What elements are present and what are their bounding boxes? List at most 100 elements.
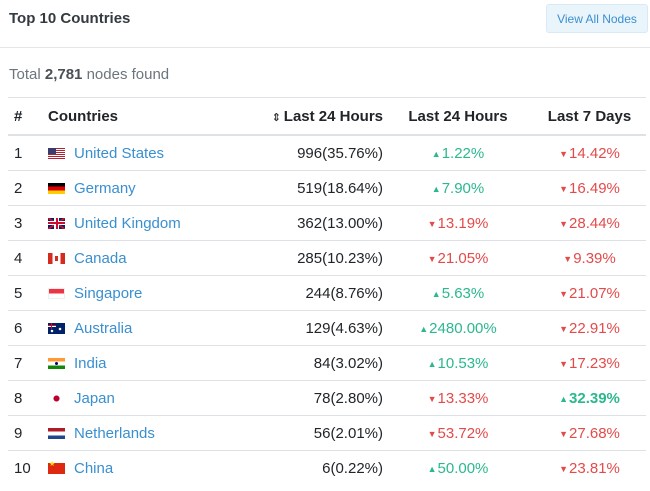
country-link[interactable]: United States (74, 144, 165, 162)
flag-jp-icon (48, 392, 65, 404)
change-7d-value: 27.68% (569, 424, 620, 442)
table-row: 10China6(0.22%)▲50.00%▼23.81% (8, 451, 646, 486)
country-link[interactable]: Germany (74, 179, 136, 197)
country-link[interactable]: Japan (74, 389, 115, 407)
caret-up-icon: ▲ (431, 288, 441, 299)
change-7d-cell: ▼9.39% (533, 240, 646, 276)
caret-up-icon: ▲ (427, 358, 437, 369)
rank-cell: 10 (14, 459, 31, 477)
country-link[interactable]: Australia (74, 319, 133, 337)
rank-cell: 3 (8, 205, 43, 241)
caret-down-icon: ▼ (427, 393, 437, 404)
country-cell: Australia (43, 310, 248, 346)
flag-us-icon (48, 147, 65, 159)
node-count-cell: 129(4.63%) (248, 310, 383, 346)
country-cell: Netherlands (43, 415, 248, 451)
change-24h-cell: ▼13.33% (383, 380, 533, 416)
flag-nl-icon (48, 427, 65, 439)
country-link[interactable]: Canada (74, 249, 127, 267)
flag-au-icon (48, 322, 65, 334)
country-cell: Japan (43, 380, 248, 416)
change-7d-value: 23.81% (569, 459, 620, 477)
rank-cell: 8 (8, 380, 43, 416)
view-all-nodes-button[interactable]: View All Nodes (546, 4, 648, 33)
summary-text: Total 2,781 nodes found (9, 66, 169, 83)
caret-down-icon: ▼ (559, 323, 569, 334)
table-body: 1 United States 996(35.76%) ▲1.22% ▼14.42% 2 G… (8, 135, 646, 485)
summary-prefix: Total (9, 66, 41, 83)
sort-icon: ⇕ (271, 111, 281, 124)
caret-down-icon: ▼ (559, 428, 569, 439)
column-header-change-24h: Last 24 Hours (383, 97, 533, 136)
change-7d-value: 14.42% (569, 144, 620, 162)
change-24h-value: 13.19% (437, 214, 489, 232)
change-7d-value: 22.91% (569, 319, 620, 337)
table-header-row: # Countries ⇕ Last 24 Hours Last 24 Hours… (8, 97, 646, 136)
flag-sg-icon (48, 287, 65, 299)
rank-cell: 6 (8, 310, 43, 346)
column-header-count[interactable]: ⇕ Last 24 Hours (248, 97, 383, 136)
caret-down-icon: ▼ (559, 463, 569, 474)
caret-down-icon: ▼ (559, 358, 569, 369)
table-row: 6 Australia 129(4.63%) ▲2480.00% ▼22.91% (8, 310, 646, 346)
caret-down-icon: ▼ (563, 253, 573, 264)
table-row: 4 Canada 285(10.23%) ▼21.05% ▼9.39% (8, 240, 646, 276)
table-row: 7 India 84(3.02%) ▲10.53% ▼17.23% (8, 345, 646, 381)
change-24h-cell: ▲10.53% (383, 345, 533, 381)
caret-down-icon: ▼ (559, 148, 569, 159)
change-24h-value: 53.72% (437, 424, 489, 442)
change-7d-value: 16.49% (569, 179, 620, 197)
country-link[interactable]: Netherlands (74, 424, 155, 442)
caret-up-icon: ▲ (559, 393, 569, 404)
node-count-cell: 996(35.76%) (248, 135, 383, 171)
change-7d-cell: ▼14.42% (533, 135, 646, 171)
caret-down-icon: ▼ (559, 183, 569, 194)
column-header-change-7d: Last 7 Days (533, 97, 646, 136)
change-7d-cell: ▼27.68% (533, 415, 646, 451)
column-header-country: Countries (43, 97, 248, 136)
table-row: 1 United States 996(35.76%) ▲1.22% ▼14.42% (8, 135, 646, 171)
country-cell: India (43, 345, 248, 381)
country-cell: China (43, 451, 248, 486)
rank-cell: 7 (8, 345, 43, 381)
change-7d-value: 32.39% (569, 389, 620, 407)
change-7d-cell: ▲32.39% (533, 380, 646, 416)
change-24h-cell: ▼21.05% (383, 240, 533, 276)
change-7d-value: 28.44% (569, 214, 620, 232)
rank-cell: 9 (8, 415, 43, 451)
table-row: 5 Singapore 244(8.76%) ▲5.63% ▼21.07% (8, 275, 646, 311)
change-7d-cell: ▼17.23% (533, 345, 646, 381)
column-header-rank: # (8, 97, 43, 136)
change-24h-value: 1.22% (441, 144, 485, 162)
flag-in-icon (48, 357, 65, 369)
change-24h-value: 13.33% (437, 389, 489, 407)
change-24h-value: 2480.00% (429, 319, 497, 337)
card-header: Top 10 Countries View All Nodes (0, 0, 650, 48)
country-cell: Canada (43, 240, 248, 276)
rank-cell: 5 (8, 275, 43, 311)
node-count-cell: 78(2.80%) (248, 380, 383, 416)
change-7d-cell: ▼22.91% (533, 310, 646, 346)
change-24h-value: 7.90% (441, 179, 485, 197)
change-7d-cell: ▼28.44% (533, 205, 646, 241)
node-count-cell: 244(8.76%) (248, 275, 383, 311)
country-cell: United States (43, 135, 248, 171)
country-link[interactable]: Singapore (74, 284, 143, 302)
caret-down-icon: ▼ (427, 428, 437, 439)
node-count-cell: 519(18.64%) (248, 170, 383, 206)
card-title: Top 10 Countries (9, 10, 131, 27)
country-link[interactable]: United Kingdom (74, 214, 181, 232)
caret-up-icon: ▲ (427, 463, 437, 474)
change-24h-cell: ▲1.22% (383, 135, 533, 171)
change-24h-cell: ▼13.19% (383, 205, 533, 241)
flag-de-icon (48, 182, 65, 194)
country-link[interactable]: India (74, 354, 107, 372)
caret-up-icon: ▲ (431, 183, 441, 194)
rank-cell: 2 (8, 170, 43, 206)
caret-down-icon: ▼ (559, 218, 569, 229)
country-link[interactable]: China (74, 459, 114, 477)
table-row: 9 Netherlands 56(2.01%) ▼53.72% ▼27.68% (8, 415, 646, 451)
country-cell: Germany (43, 170, 248, 206)
rank-cell: 1 (8, 135, 43, 171)
caret-down-icon: ▼ (427, 253, 437, 264)
